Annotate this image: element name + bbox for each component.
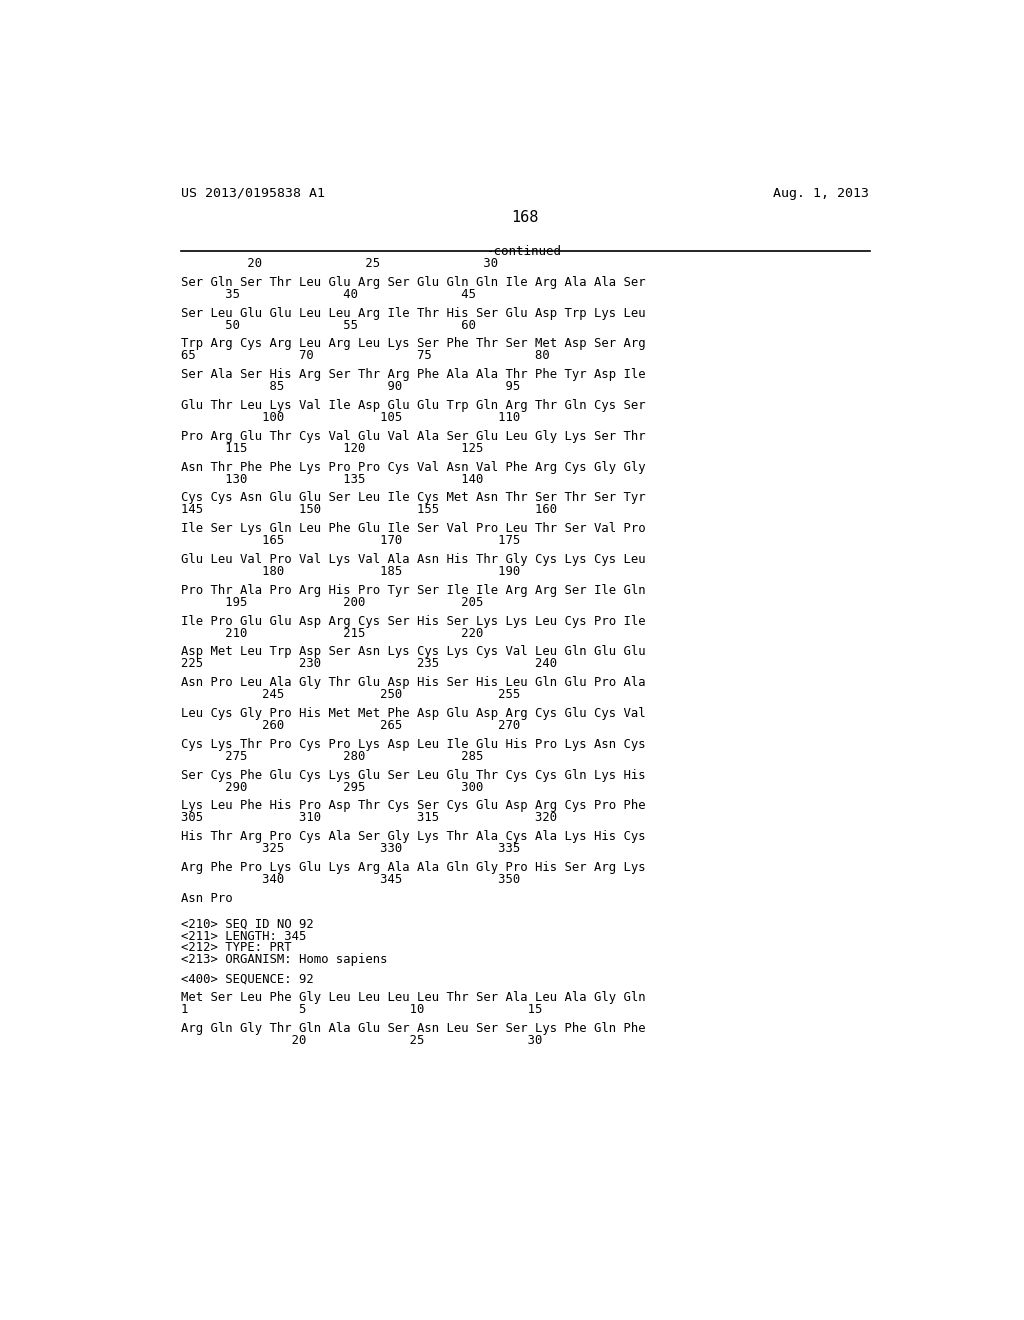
Text: Met Ser Leu Phe Gly Leu Leu Leu Leu Thr Ser Ala Leu Ala Gly Gln: Met Ser Leu Phe Gly Leu Leu Leu Leu Thr … bbox=[180, 991, 645, 1005]
Text: Cys Lys Thr Pro Cys Pro Lys Asp Leu Ile Glu His Pro Lys Asn Cys: Cys Lys Thr Pro Cys Pro Lys Asp Leu Ile … bbox=[180, 738, 645, 751]
Text: 1               5              10              15: 1 5 10 15 bbox=[180, 1003, 542, 1016]
Text: Asp Met Leu Trp Asp Ser Asn Lys Cys Lys Cys Val Leu Gln Glu Glu: Asp Met Leu Trp Asp Ser Asn Lys Cys Lys … bbox=[180, 645, 645, 659]
Text: <211> LENGTH: 345: <211> LENGTH: 345 bbox=[180, 929, 306, 942]
Text: 85              90              95: 85 90 95 bbox=[180, 380, 520, 393]
Text: 65              70              75              80: 65 70 75 80 bbox=[180, 350, 550, 363]
Text: 145             150             155             160: 145 150 155 160 bbox=[180, 503, 557, 516]
Text: <400> SEQUENCE: 92: <400> SEQUENCE: 92 bbox=[180, 973, 313, 985]
Text: 225             230             235             240: 225 230 235 240 bbox=[180, 657, 557, 671]
Text: US 2013/0195838 A1: US 2013/0195838 A1 bbox=[180, 187, 325, 199]
Text: 210             215             220: 210 215 220 bbox=[180, 627, 483, 640]
Text: Ser Ala Ser His Arg Ser Thr Arg Phe Ala Ala Thr Phe Tyr Asp Ile: Ser Ala Ser His Arg Ser Thr Arg Phe Ala … bbox=[180, 368, 645, 381]
Text: 340             345             350: 340 345 350 bbox=[180, 873, 520, 886]
Text: Asn Thr Phe Phe Lys Pro Pro Cys Val Asn Val Phe Arg Cys Gly Gly: Asn Thr Phe Phe Lys Pro Pro Cys Val Asn … bbox=[180, 461, 645, 474]
Text: His Thr Arg Pro Cys Ala Ser Gly Lys Thr Ala Cys Ala Lys His Cys: His Thr Arg Pro Cys Ala Ser Gly Lys Thr … bbox=[180, 830, 645, 843]
Text: 325             330             335: 325 330 335 bbox=[180, 842, 520, 855]
Text: Glu Thr Leu Lys Val Ile Asp Glu Glu Trp Gln Arg Thr Gln Cys Ser: Glu Thr Leu Lys Val Ile Asp Glu Glu Trp … bbox=[180, 399, 645, 412]
Text: Ile Pro Glu Glu Asp Arg Cys Ser His Ser Lys Lys Leu Cys Pro Ile: Ile Pro Glu Glu Asp Arg Cys Ser His Ser … bbox=[180, 615, 645, 627]
Text: 275             280             285: 275 280 285 bbox=[180, 750, 483, 763]
Text: -continued: -continued bbox=[487, 244, 562, 257]
Text: <213> ORGANISM: Homo sapiens: <213> ORGANISM: Homo sapiens bbox=[180, 953, 387, 966]
Text: Ser Leu Glu Glu Leu Leu Arg Ile Thr His Ser Glu Asp Trp Lys Leu: Ser Leu Glu Glu Leu Leu Arg Ile Thr His … bbox=[180, 306, 645, 319]
Text: Leu Cys Gly Pro His Met Met Phe Asp Glu Asp Arg Cys Glu Cys Val: Leu Cys Gly Pro His Met Met Phe Asp Glu … bbox=[180, 708, 645, 719]
Text: <210> SEQ ID NO 92: <210> SEQ ID NO 92 bbox=[180, 917, 313, 931]
Text: Trp Arg Cys Arg Leu Arg Leu Lys Ser Phe Thr Ser Met Asp Ser Arg: Trp Arg Cys Arg Leu Arg Leu Lys Ser Phe … bbox=[180, 338, 645, 350]
Text: Lys Leu Phe His Pro Asp Thr Cys Ser Cys Glu Asp Arg Cys Pro Phe: Lys Leu Phe His Pro Asp Thr Cys Ser Cys … bbox=[180, 800, 645, 812]
Text: <212> TYPE: PRT: <212> TYPE: PRT bbox=[180, 941, 291, 954]
Text: Ser Cys Phe Glu Cys Lys Glu Ser Leu Glu Thr Cys Cys Gln Lys His: Ser Cys Phe Glu Cys Lys Glu Ser Leu Glu … bbox=[180, 768, 645, 781]
Text: 20              25              30: 20 25 30 bbox=[180, 1034, 542, 1047]
Text: Aug. 1, 2013: Aug. 1, 2013 bbox=[773, 187, 869, 199]
Text: 305             310             315             320: 305 310 315 320 bbox=[180, 812, 557, 825]
Text: 180             185             190: 180 185 190 bbox=[180, 565, 520, 578]
Text: 290             295             300: 290 295 300 bbox=[180, 780, 483, 793]
Text: Ile Ser Lys Gln Leu Phe Glu Ile Ser Val Pro Leu Thr Ser Val Pro: Ile Ser Lys Gln Leu Phe Glu Ile Ser Val … bbox=[180, 523, 645, 535]
Text: 195             200             205: 195 200 205 bbox=[180, 595, 483, 609]
Text: 100             105             110: 100 105 110 bbox=[180, 411, 520, 424]
Text: 115             120             125: 115 120 125 bbox=[180, 442, 483, 455]
Text: Glu Leu Val Pro Val Lys Val Ala Asn His Thr Gly Cys Lys Cys Leu: Glu Leu Val Pro Val Lys Val Ala Asn His … bbox=[180, 553, 645, 566]
Text: Asn Pro Leu Ala Gly Thr Glu Asp His Ser His Leu Gln Glu Pro Ala: Asn Pro Leu Ala Gly Thr Glu Asp His Ser … bbox=[180, 676, 645, 689]
Text: Ser Gln Ser Thr Leu Glu Arg Ser Glu Gln Gln Ile Arg Ala Ala Ser: Ser Gln Ser Thr Leu Glu Arg Ser Glu Gln … bbox=[180, 276, 645, 289]
Text: 35              40              45: 35 40 45 bbox=[180, 288, 476, 301]
Text: Arg Phe Pro Lys Glu Lys Arg Ala Ala Gln Gly Pro His Ser Arg Lys: Arg Phe Pro Lys Glu Lys Arg Ala Ala Gln … bbox=[180, 861, 645, 874]
Text: 50              55              60: 50 55 60 bbox=[180, 318, 476, 331]
Text: Pro Thr Ala Pro Arg His Pro Tyr Ser Ile Ile Arg Arg Ser Ile Gln: Pro Thr Ala Pro Arg His Pro Tyr Ser Ile … bbox=[180, 583, 645, 597]
Text: 260             265             270: 260 265 270 bbox=[180, 719, 520, 733]
Text: Cys Cys Asn Glu Glu Ser Leu Ile Cys Met Asn Thr Ser Thr Ser Tyr: Cys Cys Asn Glu Glu Ser Leu Ile Cys Met … bbox=[180, 491, 645, 504]
Text: 245             250             255: 245 250 255 bbox=[180, 688, 520, 701]
Text: 20              25              30: 20 25 30 bbox=[180, 257, 498, 271]
Text: Pro Arg Glu Thr Cys Val Glu Val Ala Ser Glu Leu Gly Lys Ser Thr: Pro Arg Glu Thr Cys Val Glu Val Ala Ser … bbox=[180, 430, 645, 442]
Text: 168: 168 bbox=[511, 210, 539, 224]
Text: Asn Pro: Asn Pro bbox=[180, 892, 232, 904]
Text: Arg Gln Gly Thr Gln Ala Glu Ser Asn Leu Ser Ser Lys Phe Gln Phe: Arg Gln Gly Thr Gln Ala Glu Ser Asn Leu … bbox=[180, 1022, 645, 1035]
Text: 165             170             175: 165 170 175 bbox=[180, 535, 520, 548]
Text: 130             135             140: 130 135 140 bbox=[180, 473, 483, 486]
